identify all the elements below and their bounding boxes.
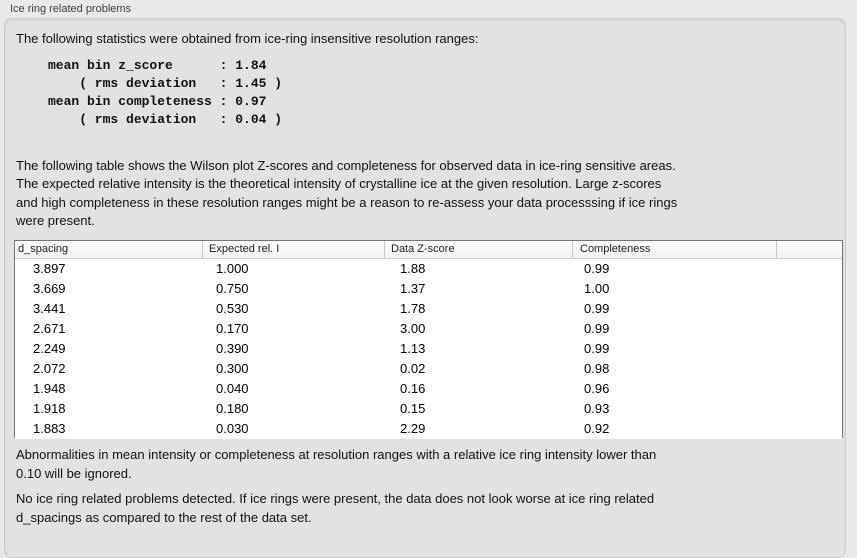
table-cell: 0.750 bbox=[216, 281, 249, 296]
table-cell: 0.99 bbox=[584, 341, 610, 356]
table-row[interactable]: 2.671 0.170 3.00 0.99 bbox=[15, 319, 842, 339]
conclusion-note-line: d_spacings as compared to the rest of th… bbox=[16, 509, 312, 525]
panel-title: Ice ring related problems bbox=[10, 3, 132, 15]
table-cell: 0.390 bbox=[216, 341, 249, 356]
table-cell: 3.441 bbox=[33, 301, 66, 316]
table-cell: 0.93 bbox=[584, 401, 610, 416]
table-row[interactable]: 3.669 0.750 1.37 1.00 bbox=[15, 279, 842, 299]
table-cell: 2.072 bbox=[33, 361, 66, 376]
table-cell: 3.669 bbox=[33, 281, 66, 296]
ignore-note: Abnormalities in mean intensity or compl… bbox=[16, 446, 656, 483]
table-cell-empty bbox=[776, 359, 842, 379]
table-cell: 2.671 bbox=[33, 321, 66, 336]
table-cell-empty bbox=[776, 259, 842, 279]
stats-line: ( rms deviation : 0.04 ) bbox=[48, 112, 283, 127]
table-row[interactable]: 1.918 0.180 0.15 0.93 bbox=[15, 399, 842, 419]
table-cell: 1.88 bbox=[400, 261, 426, 276]
table-cell-empty bbox=[776, 399, 842, 419]
description-block: The following table shows the Wilson plo… bbox=[16, 157, 677, 231]
conclusion-note-line: No ice ring related problems detected. I… bbox=[16, 491, 655, 506]
table-cell: 3.897 bbox=[33, 261, 66, 276]
table-body: 3.897 1.000 1.88 0.99 3.669 0.750 1.37 1.00 3.44… bbox=[15, 259, 842, 439]
table-cell: 0.98 bbox=[584, 361, 610, 376]
table-header-completeness[interactable]: Completeness bbox=[572, 241, 776, 258]
table-cell-empty bbox=[776, 319, 842, 339]
table-cell: 1.918 bbox=[33, 401, 66, 416]
table-cell: 0.99 bbox=[584, 301, 610, 316]
table-row[interactable]: 2.072 0.300 0.02 0.98 bbox=[15, 359, 842, 379]
table-cell-empty bbox=[776, 379, 842, 399]
description-line: The following table shows the Wilson plo… bbox=[16, 158, 676, 173]
table-row[interactable]: 1.948 0.040 0.16 0.96 bbox=[15, 379, 842, 399]
table-cell: 1.948 bbox=[33, 381, 66, 396]
table-cell: 1.37 bbox=[400, 281, 426, 296]
table-cell: 3.00 bbox=[400, 321, 426, 336]
table-cell-empty bbox=[776, 299, 842, 319]
description-line: The expected relative intensity is the t… bbox=[16, 176, 662, 192]
conclusion-note: No ice ring related problems detected. I… bbox=[16, 490, 654, 527]
table-row[interactable]: 1.883 0.030 2.29 0.92 bbox=[15, 419, 842, 439]
table-cell: 0.030 bbox=[216, 421, 249, 436]
stats-line: ( rms deviation : 1.45 ) bbox=[48, 76, 283, 91]
table-cell: 0.15 bbox=[400, 401, 426, 416]
table-cell: 0.300 bbox=[216, 361, 249, 376]
stats-block: mean bin z_score : 1.84 ( rms deviation … bbox=[48, 57, 282, 129]
table-cell-empty bbox=[776, 419, 842, 439]
table-cell-empty bbox=[776, 279, 842, 299]
table-row[interactable]: 2.249 0.390 1.13 0.99 bbox=[15, 339, 842, 359]
table-cell: 0.530 bbox=[216, 301, 249, 316]
table-row[interactable]: 3.897 1.000 1.88 0.99 bbox=[15, 259, 842, 279]
table-cell: 0.92 bbox=[584, 421, 610, 436]
table-row[interactable]: 3.441 0.530 1.78 0.99 bbox=[15, 299, 842, 319]
table-cell: 0.99 bbox=[584, 261, 610, 276]
table-header-empty bbox=[776, 241, 842, 258]
table-cell: 1.78 bbox=[400, 301, 426, 316]
table-cell-empty bbox=[776, 339, 842, 359]
intro-text: The following statistics were obtained f… bbox=[16, 31, 479, 46]
table-header-row: d_spacing Expected rel. I Data Z-score C… bbox=[15, 241, 842, 259]
table-cell: 0.180 bbox=[216, 401, 249, 416]
table-cell: 0.170 bbox=[216, 321, 249, 336]
table-cell: 1.883 bbox=[33, 421, 66, 436]
table-cell: 2.29 bbox=[400, 421, 426, 436]
description-line: were present. bbox=[16, 213, 95, 229]
table-cell: 1.13 bbox=[400, 341, 426, 356]
table-cell: 0.02 bbox=[400, 361, 426, 376]
ice-ring-table: d_spacing Expected rel. I Data Z-score C… bbox=[14, 240, 843, 439]
table-cell: 1.00 bbox=[584, 281, 610, 296]
table-cell: 0.96 bbox=[584, 381, 610, 396]
table-cell: 0.040 bbox=[216, 381, 249, 396]
table-header-expected-rel-i[interactable]: Expected rel. I bbox=[202, 241, 384, 258]
table-header-d-spacing[interactable]: d_spacing bbox=[18, 243, 69, 255]
table-cell: 1.000 bbox=[216, 261, 249, 276]
description-line: and high completeness in these resolutio… bbox=[16, 194, 678, 210]
ignore-note-line: Abnormalities in mean intensity or compl… bbox=[16, 447, 657, 462]
stats-line: mean bin z_score : 1.84 bbox=[48, 58, 267, 73]
table-header-data-z-score[interactable]: Data Z-score bbox=[384, 241, 572, 258]
table-cell: 0.99 bbox=[584, 321, 610, 336]
stats-line: mean bin completeness : 0.97 bbox=[48, 94, 267, 109]
table-cell: 2.249 bbox=[33, 341, 66, 356]
table-cell: 0.16 bbox=[400, 381, 426, 396]
ignore-note-line: 0.10 will be ignored. bbox=[16, 465, 132, 481]
